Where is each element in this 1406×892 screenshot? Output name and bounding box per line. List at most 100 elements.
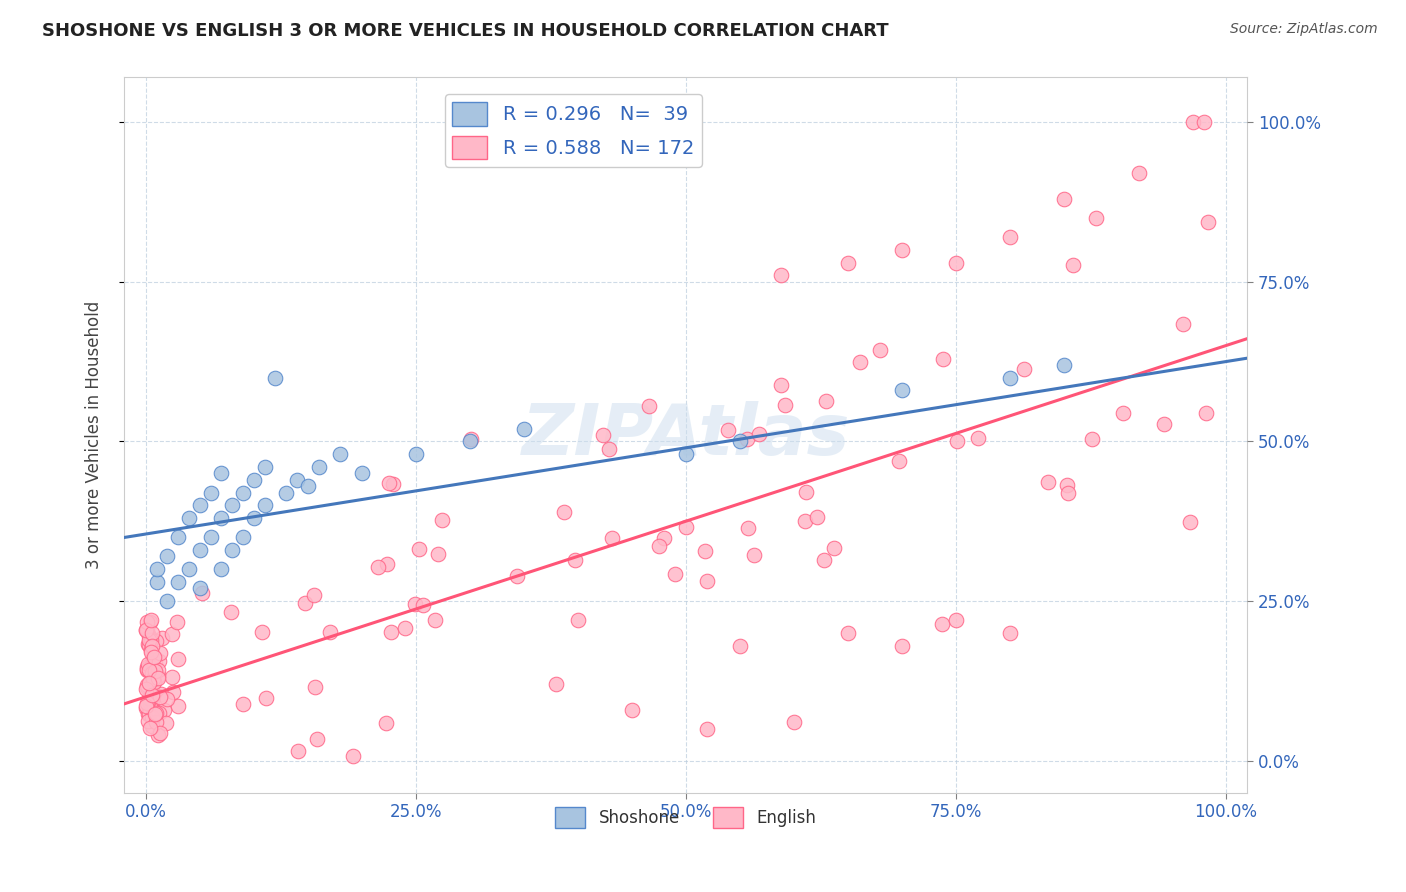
Point [998,370,1021,384]
Point [305,731,328,746]
Point [506,569,529,583]
Point [138,663,160,677]
Point [136,706,159,721]
Point [1012,362,1035,376]
Point [160,627,183,641]
Point [221,543,243,558]
Point [148,663,170,677]
Point [735,432,758,446]
Point [145,715,167,730]
Point [350,467,373,481]
Point [242,473,264,487]
Point [136,678,159,692]
Point [155,716,177,731]
Point [221,498,243,512]
Point [135,682,157,697]
Point [967,431,990,445]
Point [849,355,872,369]
Point [138,629,160,643]
Point [737,521,759,535]
Point [1112,406,1135,420]
Point [890,639,912,653]
Point [167,530,190,544]
Point [675,520,697,534]
Point [869,343,891,357]
Point [598,442,620,456]
Point [813,552,835,566]
Point [794,484,817,499]
Point [717,424,740,438]
Point [136,637,159,651]
Point [143,655,166,669]
Point [142,651,165,665]
Point [1036,475,1059,490]
Point [141,645,163,659]
Point [242,511,264,525]
Point [146,669,169,683]
Point [1056,478,1078,492]
Point [138,675,160,690]
Point [160,670,183,684]
Point [188,543,211,558]
Point [200,485,222,500]
Point [139,632,162,647]
Point [162,685,184,699]
Text: ZIPAtlas: ZIPAtlas [522,401,851,469]
Point [141,639,163,653]
Point [156,594,179,608]
Point [546,677,568,691]
Point [139,698,162,712]
Point [135,699,157,714]
Point [318,624,340,639]
Point [381,476,404,491]
Point [156,691,179,706]
Point [304,680,326,694]
Point [135,624,157,638]
Point [209,511,232,525]
Text: Source: ZipAtlas.com: Source: ZipAtlas.com [1230,22,1378,37]
Point [232,530,254,544]
Point [600,531,623,545]
Point [141,690,163,704]
Point [945,613,967,627]
Point [512,422,534,436]
Point [342,748,364,763]
Point [458,434,481,449]
Point [148,728,170,742]
Point [142,649,165,664]
Point [141,664,163,678]
Point [138,633,160,648]
Point [177,511,200,525]
Point [149,687,172,701]
Point [837,255,859,269]
Point [136,662,159,676]
Point [143,707,166,722]
Point [139,696,162,710]
Point [141,719,163,733]
Point [564,553,586,567]
Point [145,706,167,720]
Text: SHOSHONE VS ENGLISH 3 OR MORE VEHICLES IN HOUSEHOLD CORRELATION CHART: SHOSHONE VS ENGLISH 3 OR MORE VEHICLES I… [42,22,889,40]
Point [145,562,167,576]
Point [141,613,163,627]
Point [167,652,190,666]
Point [297,479,319,493]
Point [806,509,828,524]
Point [276,485,298,500]
Point [1192,115,1215,129]
Point [380,624,402,639]
Point [773,398,796,412]
Point [769,377,792,392]
Point [253,498,276,512]
Point [285,473,308,487]
Point [408,541,430,556]
Point [696,722,718,736]
Point [136,663,159,677]
Point [141,694,163,708]
Point [890,384,912,398]
Point [425,613,447,627]
Point [1053,192,1076,206]
Point [141,710,163,724]
Point [149,690,172,705]
Point [620,703,643,717]
